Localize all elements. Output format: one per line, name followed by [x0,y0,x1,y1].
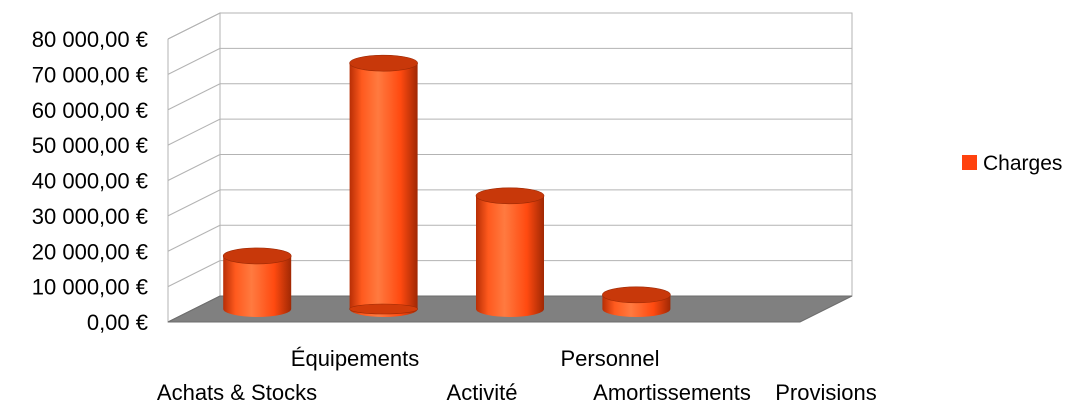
x-category-label: Achats & Stocks [157,380,317,405]
bar-top [475,187,545,205]
y-tick-label: 10 000,00 € [32,275,148,300]
bar [349,54,418,317]
bar-top [602,286,671,304]
legend-label-charges: Charges [983,152,1062,175]
gridline-side [167,47,221,75]
bar-body [476,195,544,317]
gridline-side [167,154,221,181]
bar-zero [349,303,418,315]
gridline-side [167,83,221,111]
bar-body [349,63,418,317]
x-axis-category-labels: Achats & Stocks Équipements Activité Person… [157,346,877,405]
y-tick-label: 60 000,00 € [32,98,148,123]
y-tick-label: 70 000,00 € [32,62,148,87]
legend-swatch [962,155,977,170]
y-tick-label: 30 000,00 € [32,204,148,229]
bar [602,286,671,317]
bar-body [223,255,292,317]
gridline-side [167,118,221,146]
x-category-label: Amortissements [593,380,751,405]
gridline-side [167,260,221,288]
x-category-label: Équipements [291,346,419,371]
x-category-label: Personnel [560,346,659,371]
y-tick-label: 50 000,00 € [32,133,148,158]
y-tick-label: 20 000,00 € [32,239,148,264]
bar [222,247,292,317]
y-axis-tick-labels: 0,00 € 10 000,00 € 20 000,00 € 30 000,00 € 4… [32,27,148,335]
legend: Charges [962,152,1062,175]
bar-top [349,54,418,72]
bars [222,54,671,317]
bar [475,187,545,317]
gridlines [167,12,852,323]
y-tick-label: 40 000,00 € [32,169,148,194]
gridline-side [167,189,221,217]
bar-top [222,247,292,265]
y-tick-label: 80 000,00 € [32,27,148,52]
gridline-side [167,224,221,252]
x-category-label: Provisions [775,380,876,405]
x-category-label: Activité [447,380,518,405]
gridline-side [167,12,221,40]
y-tick-label: 0,00 € [87,310,148,335]
